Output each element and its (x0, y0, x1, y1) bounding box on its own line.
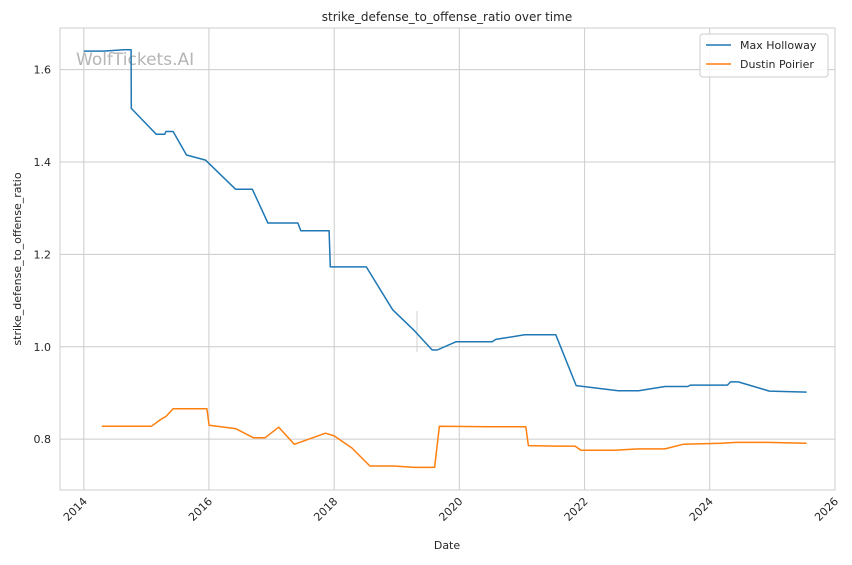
x-tick-label: 2020 (436, 495, 465, 524)
legend-label-dustin-poirier: Dustin Poirier (740, 58, 814, 71)
legend: Max Holloway Dustin Poirier (699, 33, 829, 78)
watermark-text: WolfTickets.AI (76, 50, 194, 70)
x-tick-label: 2024 (687, 495, 716, 524)
legend-box (699, 33, 829, 78)
chart-title: strike_defense_to_offense_ratio over tim… (322, 10, 572, 24)
legend-label-max-holloway: Max Holloway (740, 39, 817, 52)
y-tick-label: 1.6 (34, 64, 52, 77)
x-tick-label: 2016 (186, 495, 215, 524)
x-tick-label: 2014 (61, 495, 90, 524)
x-axis-ticks: 2014 2016 2018 2020 2022 2024 2026 (61, 495, 841, 524)
y-tick-label: 1.0 (34, 341, 52, 354)
x-tick-label: 2018 (311, 495, 340, 524)
plot-area-frame (59, 27, 836, 491)
grid (60, 28, 836, 490)
y-tick-label: 1.4 (34, 156, 52, 169)
series-lines (83, 48, 807, 469)
y-axis-ticks: 0.8 1.0 1.2 1.4 1.6 (34, 64, 52, 447)
x-tick-label: 2022 (562, 495, 591, 524)
y-tick-label: 0.8 (34, 433, 52, 446)
y-tick-label: 1.2 (34, 248, 52, 261)
series-line-dustin-poirier (101, 407, 807, 469)
x-tick-label: 2026 (812, 495, 841, 524)
series-line-max-holloway (83, 48, 807, 393)
y-axis-label: strike_defense_to_offense_ratio (11, 172, 24, 345)
x-axis-label: Date (434, 539, 461, 552)
